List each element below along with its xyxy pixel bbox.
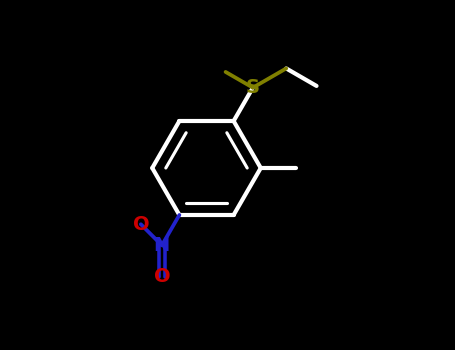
Text: S: S xyxy=(246,78,260,97)
Text: N: N xyxy=(154,236,170,255)
Text: O: O xyxy=(132,215,149,234)
Text: O: O xyxy=(153,267,170,286)
